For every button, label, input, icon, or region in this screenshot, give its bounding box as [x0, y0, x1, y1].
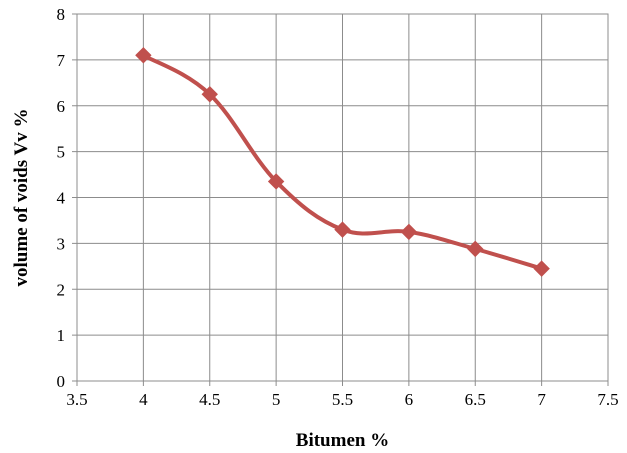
- x-tick-label: 3.5: [66, 390, 87, 409]
- x-axis-ticks: 3.5 4 4.5 5 5.5 6 6.5 7 7.5: [66, 381, 619, 409]
- x-tick-label: 6.5: [465, 390, 486, 409]
- x-tick-label: 6: [405, 390, 414, 409]
- x-axis-title: Bitumen %: [296, 430, 389, 451]
- y-axis-title: volume of voids Vv %: [11, 108, 32, 286]
- y-tick-label: 4: [57, 189, 66, 208]
- x-tick-label: 7: [537, 390, 546, 409]
- data-point-marker: [135, 47, 152, 64]
- data-point-marker: [400, 223, 418, 241]
- x-tick-label: 7.5: [597, 390, 618, 409]
- x-tick-label: 4.5: [199, 390, 220, 409]
- y-tick-label: 6: [57, 97, 66, 116]
- y-tick-label: 0: [57, 372, 66, 391]
- y-axis-ticks: 0 1 2 3 4 5 6 7 8: [57, 5, 77, 391]
- y-tick-label: 1: [57, 326, 66, 345]
- x-tick-label: 5: [272, 390, 281, 409]
- x-tick-label: 4: [139, 390, 148, 409]
- y-tick-label: 3: [57, 234, 66, 253]
- y-tick-label: 2: [57, 280, 66, 299]
- data-point-marker: [201, 86, 218, 103]
- data-point-marker: [467, 240, 484, 258]
- y-tick-label: 7: [57, 51, 66, 70]
- y-tick-label: 5: [57, 143, 66, 162]
- series-layer: [135, 47, 550, 277]
- x-tick-label: 5.5: [332, 390, 353, 409]
- y-tick-label: 8: [57, 5, 66, 24]
- data-point-marker: [267, 173, 285, 190]
- data-point-marker: [533, 260, 550, 277]
- grid: [76, 13, 609, 382]
- data-point-marker: [334, 221, 351, 238]
